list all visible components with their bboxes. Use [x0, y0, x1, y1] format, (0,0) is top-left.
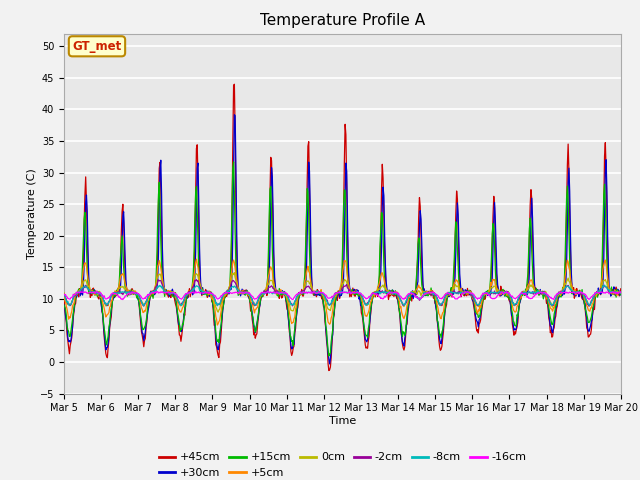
- Title: Temperature Profile A: Temperature Profile A: [260, 13, 425, 28]
- X-axis label: Time: Time: [329, 416, 356, 426]
- Y-axis label: Temperature (C): Temperature (C): [27, 168, 37, 259]
- Legend: +45cm, +30cm, +15cm, +5cm, 0cm, -2cm, -8cm, -16cm: +45cm, +30cm, +15cm, +5cm, 0cm, -2cm, -8…: [159, 453, 526, 478]
- Text: GT_met: GT_met: [72, 40, 122, 53]
